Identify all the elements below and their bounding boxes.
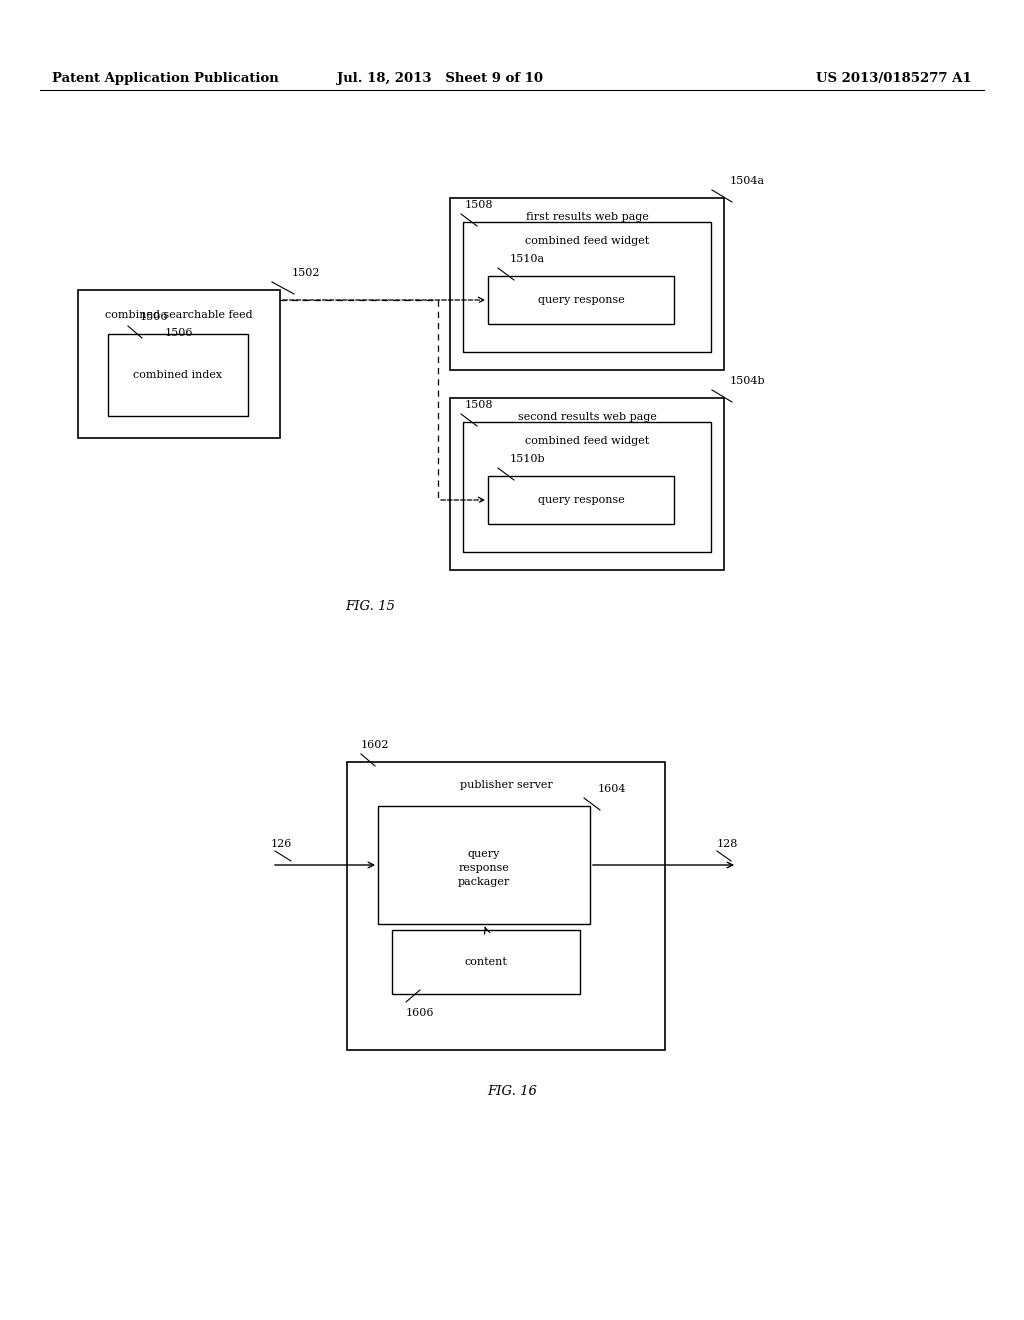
Text: publisher server: publisher server bbox=[460, 780, 552, 789]
Text: 1510a: 1510a bbox=[510, 253, 545, 264]
Text: 1504a: 1504a bbox=[730, 176, 765, 186]
Text: response: response bbox=[459, 863, 509, 873]
Text: 128: 128 bbox=[717, 840, 738, 849]
Bar bbox=[488, 477, 674, 524]
Bar bbox=[392, 931, 580, 994]
Text: US 2013/0185277 A1: US 2013/0185277 A1 bbox=[816, 73, 972, 84]
Text: FIG. 16: FIG. 16 bbox=[487, 1085, 537, 1098]
Text: 1604: 1604 bbox=[598, 784, 627, 795]
Text: 1508: 1508 bbox=[465, 400, 494, 411]
Text: query response: query response bbox=[538, 495, 625, 506]
Bar bbox=[450, 198, 724, 370]
Bar bbox=[463, 422, 711, 552]
Bar bbox=[450, 399, 724, 570]
Text: packager: packager bbox=[458, 876, 510, 887]
Text: 126: 126 bbox=[271, 840, 293, 849]
Text: combined index: combined index bbox=[133, 370, 222, 380]
Bar bbox=[347, 762, 665, 1049]
Text: 1506: 1506 bbox=[140, 312, 169, 322]
Text: second results web page: second results web page bbox=[517, 412, 656, 422]
Text: first results web page: first results web page bbox=[525, 213, 648, 222]
Text: FIG. 15: FIG. 15 bbox=[345, 601, 395, 612]
Text: Jul. 18, 2013   Sheet 9 of 10: Jul. 18, 2013 Sheet 9 of 10 bbox=[337, 73, 543, 84]
Text: 1504b: 1504b bbox=[730, 376, 766, 385]
Bar bbox=[463, 222, 711, 352]
Text: combined feed widget: combined feed widget bbox=[525, 436, 649, 446]
Text: Patent Application Publication: Patent Application Publication bbox=[52, 73, 279, 84]
Text: 1606: 1606 bbox=[406, 1008, 434, 1018]
Bar bbox=[378, 807, 590, 924]
Bar bbox=[488, 276, 674, 323]
Text: combined feed widget: combined feed widget bbox=[525, 236, 649, 246]
Text: 1506: 1506 bbox=[165, 327, 194, 338]
Bar bbox=[108, 334, 248, 416]
Text: combined searchable feed: combined searchable feed bbox=[105, 310, 253, 319]
Text: content: content bbox=[465, 957, 508, 968]
Text: 1602: 1602 bbox=[361, 741, 389, 750]
Bar bbox=[78, 290, 280, 438]
Text: 1508: 1508 bbox=[465, 201, 494, 210]
Text: 1502: 1502 bbox=[292, 268, 321, 279]
Text: query: query bbox=[468, 849, 500, 859]
Text: query response: query response bbox=[538, 294, 625, 305]
Text: 1510b: 1510b bbox=[510, 454, 546, 465]
